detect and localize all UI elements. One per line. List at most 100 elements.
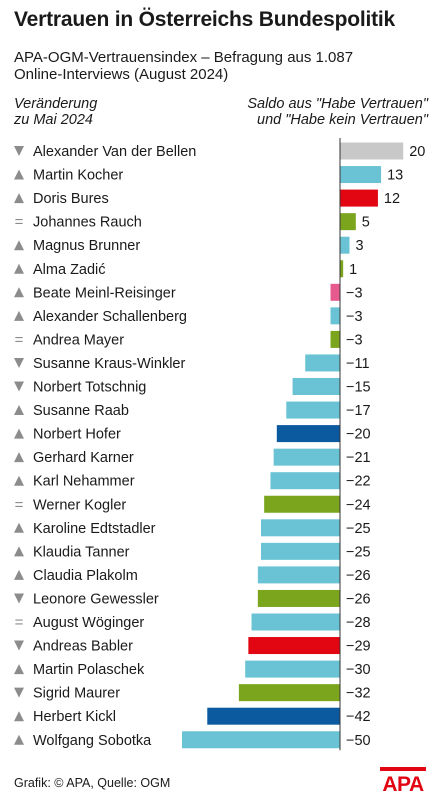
- chart-row: Claudia Plakolm −26: [14, 566, 371, 584]
- chart-row: Sigrid Maurer −32: [14, 684, 371, 702]
- value-label: −28: [346, 615, 371, 631]
- chart-bar: [257, 589, 340, 607]
- chart-row: Susanne Raab −17: [14, 401, 371, 419]
- chart-row: Norbert Totschnig −15: [14, 378, 371, 396]
- subtitle-line-2: Online-Interviews (August 2024): [14, 66, 229, 83]
- politician-name: Magnus Brunner: [33, 238, 140, 254]
- politician-name: Martin Polaschek: [33, 662, 145, 678]
- chart-row: Doris Bures 12: [14, 189, 400, 207]
- politician-name: Gerhard Karner: [33, 450, 134, 466]
- value-label: −32: [346, 686, 371, 702]
- chart-row: = August Wöginger −28: [15, 613, 371, 631]
- chart-bar: [330, 307, 340, 325]
- value-label: −25: [346, 544, 371, 560]
- chart-row: Beate Meinl-Reisinger −3: [14, 283, 363, 301]
- change-up-icon: [14, 193, 24, 204]
- chart-row: Alexander Van der Bellen 20: [14, 142, 425, 160]
- value-label: −29: [346, 639, 371, 655]
- apa-logo-text: APA: [382, 773, 424, 793]
- politician-name: Beate Meinl-Reisinger: [33, 285, 176, 301]
- change-up-icon: [14, 711, 24, 722]
- politician-name: Andreas Babler: [33, 639, 133, 655]
- chart-bar: [340, 166, 382, 184]
- chart-bar: [340, 213, 356, 231]
- saldo-header-line-2: und "Habe kein Vertrauen": [257, 112, 428, 128]
- politician-name: Leonore Gewessler: [33, 591, 159, 607]
- value-label: −26: [346, 591, 371, 607]
- value-label: −17: [346, 403, 371, 419]
- chart-row: Martin Kocher 13: [14, 166, 403, 184]
- change-unchanged-icon: =: [15, 614, 24, 631]
- chart-row: = Johannes Rauch 5: [15, 213, 370, 231]
- chart-row: Alexander Schallenberg −3: [14, 307, 363, 325]
- value-label: −26: [346, 568, 371, 584]
- chart-bar: [182, 731, 340, 749]
- value-label: 1: [349, 262, 357, 278]
- politician-name: Claudia Plakolm: [33, 568, 138, 584]
- chart-bar: [330, 283, 340, 301]
- value-label: −50: [346, 733, 371, 749]
- chart-bar: [248, 637, 340, 655]
- chart-row: Magnus Brunner 3: [14, 236, 364, 254]
- chart-row: Karl Nehammer −22: [14, 472, 371, 490]
- politician-name: Sigrid Maurer: [33, 686, 120, 702]
- value-label: 13: [387, 168, 403, 184]
- chart-row: Gerhard Karner −21: [14, 448, 371, 466]
- change-down-icon: [14, 146, 24, 156]
- politician-name: Susanne Raab: [33, 403, 129, 419]
- chart-row: Martin Polaschek −30: [14, 660, 371, 678]
- politician-name: Karl Nehammer: [33, 474, 135, 490]
- source-credit: Grafik: © APA, Quelle: OGM: [14, 776, 171, 790]
- chart-bar: [207, 707, 340, 725]
- change-up-icon: [14, 428, 24, 439]
- chart-row: = Werner Kogler −24: [15, 495, 371, 513]
- value-label: 20: [409, 144, 425, 160]
- politician-name: Karoline Edtstadler: [33, 521, 156, 537]
- saldo-column-header: Saldo aus "Habe Vertrauen" und "Habe kei…: [247, 96, 428, 128]
- value-label: −24: [346, 497, 371, 513]
- chart-subtitle: APA-OGM-Vertrauensindex – Befragung aus …: [14, 49, 424, 83]
- chart-row: = Andrea Mayer −3: [15, 330, 363, 348]
- politician-name: Werner Kogler: [33, 497, 126, 513]
- politician-name: Alexander Schallenberg: [33, 309, 187, 325]
- change-down-icon: [14, 381, 24, 392]
- chart-bar: [286, 401, 340, 419]
- value-label: −21: [346, 450, 371, 466]
- chart-bar: [273, 448, 340, 466]
- chart-row: Andreas Babler −29: [14, 637, 371, 655]
- chart-row: Klaudia Tanner −25: [14, 542, 371, 560]
- chart-bar: [292, 378, 340, 395]
- apa-logo-bar: [380, 767, 426, 771]
- chart-row: Norbert Hofer −20: [14, 425, 371, 443]
- politician-name: Alexander Van der Bellen: [33, 144, 196, 160]
- change-up-icon: [14, 569, 24, 580]
- change-up-icon: [14, 546, 24, 557]
- chart-bar: [261, 519, 340, 537]
- change-up-icon: [14, 452, 24, 463]
- value-label: −42: [346, 709, 371, 725]
- change-header-line-2: zu Mai 2024: [14, 112, 93, 128]
- change-down-icon: [14, 640, 24, 651]
- change-unchanged-icon: =: [15, 496, 24, 513]
- value-label: −3: [346, 332, 363, 348]
- politician-name: Wolfgang Sobotka: [33, 733, 152, 749]
- politician-name: Alma Zadić: [33, 262, 106, 278]
- value-label: 3: [355, 238, 363, 254]
- chart-bar: [340, 236, 350, 254]
- chart-bar: [257, 566, 340, 584]
- politician-name: August Wöginger: [33, 615, 144, 631]
- chart-bar: [330, 330, 340, 348]
- change-up-icon: [14, 287, 24, 298]
- change-unchanged-icon: =: [15, 331, 24, 348]
- chart-bar: [238, 684, 340, 702]
- chart-bar: [245, 660, 340, 678]
- chart-bar: [340, 260, 344, 278]
- chart-bar: [270, 472, 340, 490]
- chart-bar: [340, 142, 404, 160]
- value-label: −30: [346, 662, 371, 678]
- change-up-icon: [14, 405, 24, 416]
- politician-name: Martin Kocher: [33, 168, 123, 184]
- chart-row: Karoline Edtstadler −25: [14, 519, 371, 537]
- change-up-icon: [14, 522, 24, 533]
- apa-logo: APA: [380, 767, 426, 793]
